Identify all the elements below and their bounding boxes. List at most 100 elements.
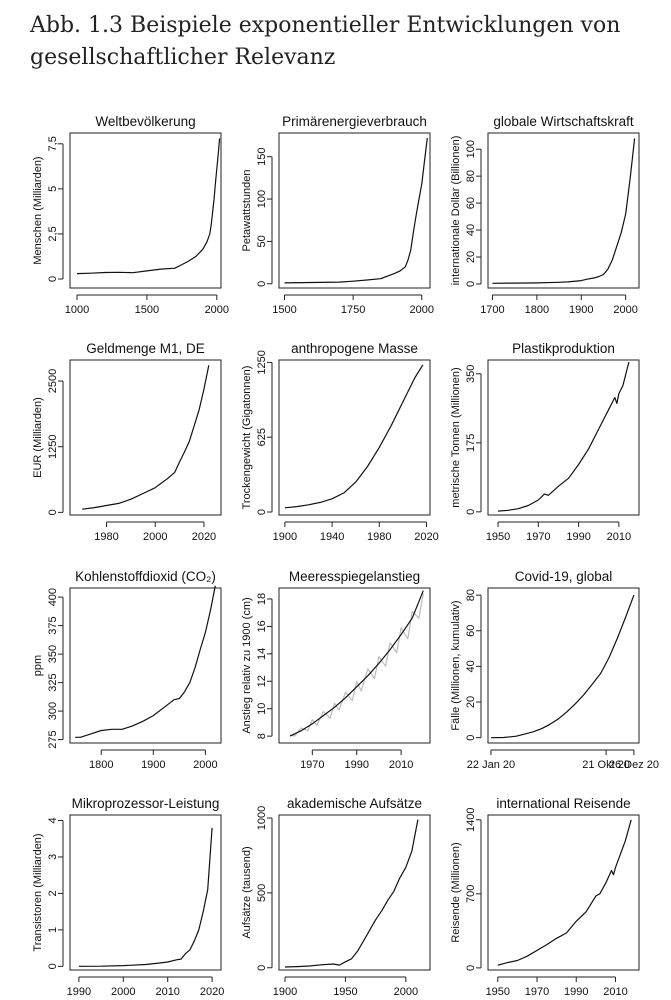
- x-tick-label: 2000: [394, 986, 418, 998]
- y-tick-label: 50: [256, 235, 268, 247]
- y-axis-label: Transistoren (Milliarden): [32, 833, 44, 951]
- chart-panel: akademische Aufsätze 1900 1950 2000 0 500 1000…: [241, 796, 431, 998]
- series-line: [284, 364, 424, 509]
- chart-title: Weltbevölkerung: [95, 114, 195, 129]
- plot-frame: [69, 132, 222, 289]
- x-tick-label: 2010: [389, 759, 413, 771]
- chart-title: Mikroprozessor-Leistung: [72, 796, 220, 811]
- x-tick-label: 2000: [143, 531, 167, 543]
- x-tick-label: 2000: [410, 304, 434, 316]
- x-tick-label: 26 Dez 20: [609, 759, 659, 771]
- series-line: [76, 138, 221, 275]
- y-tick-label: 1: [47, 927, 59, 933]
- x-tick-label: 1950: [486, 531, 510, 543]
- x-tick-label: 2000: [193, 759, 217, 771]
- x-tick-label: 1800: [89, 759, 113, 771]
- y-tick-label: 2500: [47, 369, 59, 393]
- x-tick-label: 1970: [300, 759, 324, 771]
- chart-title: Covid-19, global: [515, 569, 613, 584]
- y-tick-label: 1250: [256, 350, 268, 374]
- y-tick-label: 0: [256, 509, 268, 515]
- series-line: [497, 819, 632, 966]
- y-tick-label: 625: [256, 428, 268, 446]
- x-tick-label: 1800: [525, 304, 549, 316]
- y-axis-label: Fälle (Millionen, kumulativ): [450, 600, 462, 730]
- plot-frame: [487, 814, 640, 971]
- x-tick-label: 2020: [192, 531, 216, 543]
- series-line: [289, 590, 424, 737]
- y-axis-label: metrische Tonnen (Millionen): [450, 367, 462, 507]
- y-tick-label: 5: [47, 186, 59, 192]
- x-tick-label: 1900: [141, 759, 165, 771]
- x-tick-label: 2000: [613, 304, 637, 316]
- chart-panel: Kohlenstoffdioxid (CO₂) 1800 1900 2000 275 30…: [32, 569, 222, 771]
- y-tick-label: 350: [465, 365, 477, 383]
- y-tick-label: 40: [465, 224, 477, 236]
- chart-title: Meeresspiegelanstieg: [289, 569, 420, 584]
- series-line: [82, 365, 210, 510]
- plot-frame: [278, 132, 431, 289]
- series-line: [78, 827, 213, 967]
- y-axis-label: Aufsätze (tausend): [241, 846, 253, 938]
- y-tick-label: 0: [465, 735, 477, 741]
- x-tick-label: 1970: [526, 531, 550, 543]
- x-tick-label: 1990: [566, 531, 590, 543]
- y-tick-label: 7,5: [47, 136, 59, 151]
- chart-panel: Mikroprozessor-Leistung 1990 2000 2010 2020 0…: [32, 796, 224, 998]
- series-line: [490, 594, 635, 739]
- chart-panel: anthropogene Masse 1900 1940 1980 2020 0 625 12…: [241, 341, 439, 543]
- x-tick-label: 2000: [111, 986, 135, 998]
- x-tick-label: 1970: [525, 986, 549, 998]
- series-line: [284, 138, 428, 284]
- y-tick-label: 300: [47, 702, 59, 720]
- plot-frame: [69, 814, 222, 971]
- chart-panel: Plastikproduktion 1950 1970 1990 2010 0 175 350…: [450, 341, 640, 543]
- y-tick-label: 18: [256, 593, 268, 605]
- series-line: [75, 585, 216, 738]
- x-tick-label: 1980: [94, 531, 118, 543]
- chart-title: anthropogene Masse: [291, 341, 418, 356]
- x-tick-label: 1990: [564, 986, 588, 998]
- chart-panel: Primärenergieverbrauch 1500 1750 2000 0 50 100…: [241, 114, 434, 316]
- y-tick-label: 100: [465, 140, 477, 158]
- y-tick-label: 40: [465, 660, 477, 672]
- x-tick-label: 1500: [272, 304, 296, 316]
- y-axis-label: Anstieg relativ zu 1900 (cm): [241, 597, 253, 733]
- y-axis-label: Menschen (Milliarden): [32, 156, 44, 264]
- y-tick-label: 2: [47, 890, 59, 896]
- series-line: [284, 819, 419, 968]
- chart-panel: international Reisende 1950 1970 1990 2010 0 7…: [450, 796, 640, 998]
- chart-panel: Meeresspiegelanstieg 1970 1990 2010 8 10 12 14 1…: [241, 569, 431, 771]
- series-line: [498, 361, 630, 512]
- x-tick-label: 1900: [569, 304, 593, 316]
- y-tick-label: 275: [47, 730, 59, 748]
- y-tick-label: 4: [47, 817, 59, 823]
- y-tick-label: 20: [465, 696, 477, 708]
- y-tick-label: 175: [465, 434, 477, 452]
- x-tick-label: 1500: [135, 304, 159, 316]
- y-axis-label: Petawattstunden: [241, 170, 253, 252]
- plot-frame: [278, 587, 431, 744]
- y-tick-label: 3: [47, 854, 59, 860]
- y-tick-label: 1250: [47, 434, 59, 458]
- x-tick-label: 1000: [65, 304, 89, 316]
- plot-frame: [278, 814, 431, 971]
- x-tick-label: 1900: [273, 986, 297, 998]
- y-tick-label: 0: [256, 965, 268, 971]
- y-tick-label: 0: [256, 281, 268, 287]
- y-tick-label: 2,5: [47, 226, 59, 241]
- x-tick-label: 1990: [344, 759, 368, 771]
- y-tick-label: 1000: [256, 806, 268, 830]
- x-tick-label: 1700: [480, 304, 504, 316]
- y-tick-label: 375: [47, 616, 59, 634]
- x-tick-label: 22 Jan 20: [467, 759, 515, 771]
- chart-panel: Geldmenge M1, DE 1980 2000 2020 0 1250 2500EUR…: [32, 341, 222, 543]
- x-tick-label: 1750: [341, 304, 365, 316]
- x-tick-label: 2020: [414, 531, 438, 543]
- y-tick-label: 80: [465, 170, 477, 182]
- y-tick-label: 12: [256, 675, 268, 687]
- y-tick-label: 350: [47, 645, 59, 663]
- y-axis-label: Trockengewicht (Gigatonnen): [241, 366, 253, 510]
